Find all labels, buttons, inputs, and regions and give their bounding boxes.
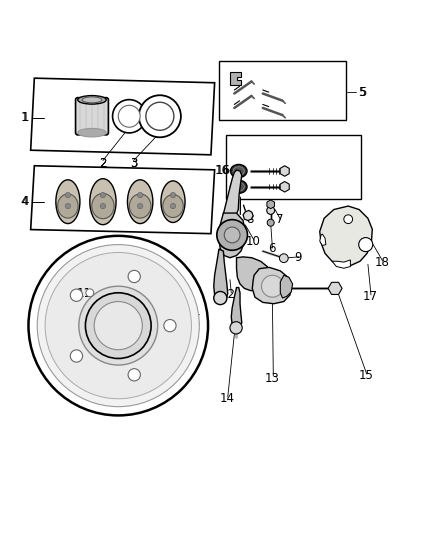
Text: 9: 9 — [294, 251, 302, 264]
Circle shape — [71, 350, 83, 362]
Circle shape — [170, 192, 176, 198]
Bar — [226, 135, 361, 199]
Text: 11: 11 — [77, 287, 92, 300]
Circle shape — [94, 302, 142, 350]
Circle shape — [113, 100, 146, 133]
Text: 14: 14 — [219, 392, 234, 405]
Text: 7: 7 — [276, 213, 283, 225]
Circle shape — [85, 293, 151, 359]
Circle shape — [214, 292, 227, 304]
Text: 16: 16 — [215, 164, 230, 176]
Circle shape — [261, 275, 283, 297]
Text: 16: 16 — [216, 164, 231, 176]
Ellipse shape — [233, 167, 244, 175]
Text: 5: 5 — [359, 86, 366, 99]
FancyBboxPatch shape — [75, 98, 109, 135]
Ellipse shape — [163, 195, 183, 217]
Polygon shape — [320, 206, 372, 265]
Ellipse shape — [233, 182, 244, 191]
Ellipse shape — [78, 128, 106, 137]
Circle shape — [344, 215, 353, 223]
Circle shape — [139, 95, 181, 138]
Text: 1: 1 — [21, 111, 29, 124]
Circle shape — [146, 102, 174, 130]
Text: 13: 13 — [265, 372, 280, 385]
Polygon shape — [252, 268, 291, 304]
Text: 5: 5 — [358, 86, 365, 99]
Circle shape — [100, 204, 106, 209]
Ellipse shape — [230, 165, 247, 177]
Text: 4: 4 — [21, 195, 29, 208]
Polygon shape — [280, 275, 293, 298]
Circle shape — [37, 245, 199, 407]
Circle shape — [128, 270, 140, 282]
Polygon shape — [231, 287, 242, 329]
Circle shape — [170, 204, 176, 209]
Circle shape — [118, 106, 140, 127]
Ellipse shape — [230, 180, 247, 193]
Circle shape — [138, 204, 143, 209]
Polygon shape — [219, 213, 245, 258]
Circle shape — [164, 319, 176, 332]
Circle shape — [217, 220, 247, 251]
Circle shape — [71, 289, 83, 301]
Circle shape — [28, 236, 208, 415]
Polygon shape — [223, 170, 242, 221]
Circle shape — [45, 253, 191, 399]
Circle shape — [279, 254, 288, 263]
Text: 12: 12 — [221, 288, 236, 302]
Circle shape — [224, 227, 240, 243]
Text: 10: 10 — [246, 235, 261, 248]
Polygon shape — [237, 257, 271, 290]
Circle shape — [230, 322, 242, 334]
Text: 15: 15 — [358, 369, 373, 382]
Circle shape — [267, 206, 275, 214]
Ellipse shape — [129, 194, 151, 218]
Bar — [219, 61, 346, 120]
Text: 2: 2 — [99, 157, 107, 170]
Polygon shape — [31, 78, 215, 155]
Ellipse shape — [92, 193, 114, 219]
Text: 18: 18 — [374, 256, 389, 270]
Circle shape — [79, 286, 158, 365]
Circle shape — [100, 192, 106, 198]
Text: 3: 3 — [130, 157, 137, 170]
Text: 17: 17 — [363, 290, 378, 303]
Circle shape — [65, 204, 71, 209]
Text: 8: 8 — [247, 213, 254, 225]
Circle shape — [138, 192, 143, 198]
Polygon shape — [320, 234, 326, 246]
Text: 4: 4 — [20, 195, 28, 208]
Ellipse shape — [58, 194, 78, 218]
Polygon shape — [214, 249, 228, 302]
Polygon shape — [31, 166, 215, 233]
Polygon shape — [332, 260, 350, 268]
Polygon shape — [243, 211, 253, 221]
Polygon shape — [230, 71, 241, 85]
Circle shape — [359, 238, 373, 252]
Text: 1: 1 — [20, 111, 28, 124]
Circle shape — [86, 289, 94, 297]
Text: 3: 3 — [130, 157, 137, 170]
Ellipse shape — [127, 180, 153, 223]
Circle shape — [128, 369, 140, 381]
Circle shape — [65, 192, 71, 198]
Ellipse shape — [161, 181, 185, 222]
Ellipse shape — [82, 97, 102, 103]
Ellipse shape — [78, 95, 106, 104]
Text: 6: 6 — [268, 241, 276, 255]
Ellipse shape — [56, 180, 80, 223]
Text: 2: 2 — [99, 157, 107, 170]
Circle shape — [267, 219, 274, 226]
Ellipse shape — [90, 179, 116, 225]
